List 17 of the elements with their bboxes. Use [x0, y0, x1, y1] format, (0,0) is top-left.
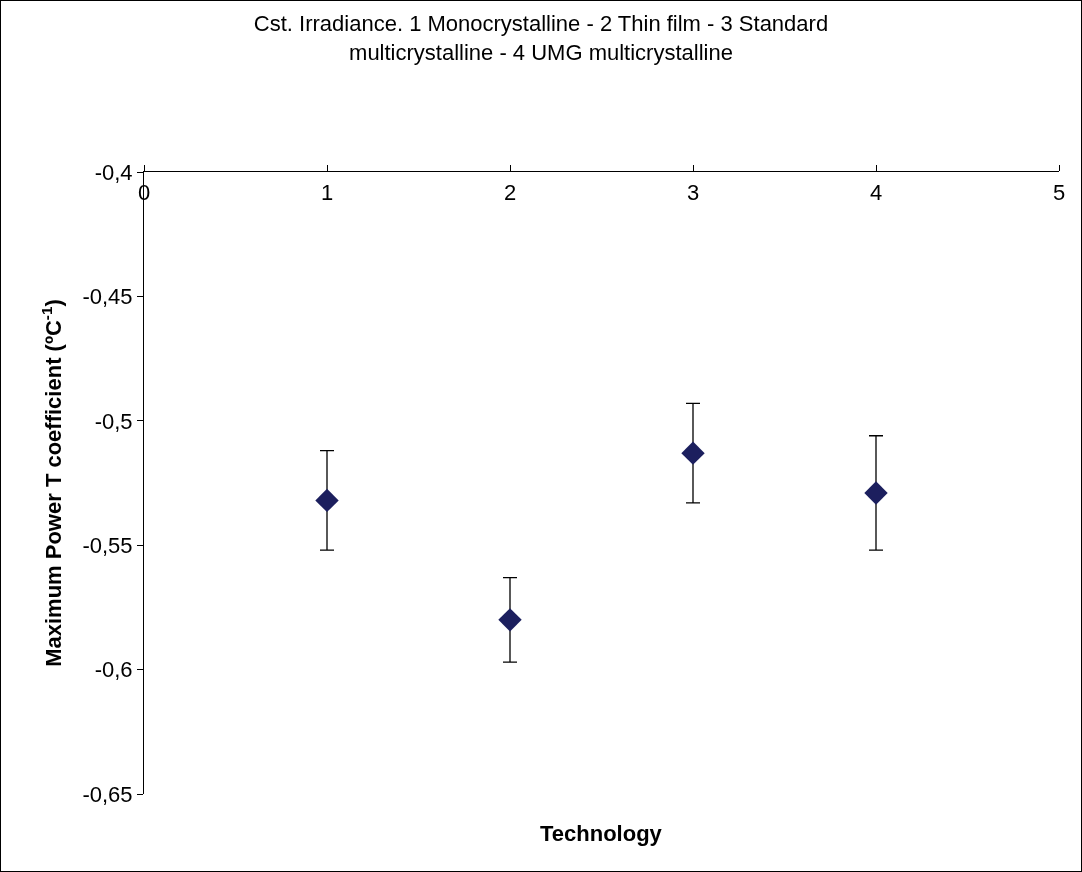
y-tick-label: -0,45	[82, 284, 133, 310]
x-axis-title: Technology	[540, 821, 663, 846]
x-tick-label: 4	[870, 180, 883, 205]
x-tick-label: 3	[687, 180, 700, 205]
point	[315, 488, 339, 513]
x-tick-label: 2	[504, 180, 517, 205]
chart-title: Cst. Irradiance. 1 Monocrystalline - 2 Thin film - 3 Standard multicrystalline - 4 UMG multicrystalline	[253, 11, 829, 66]
point	[681, 441, 705, 465]
x-tick-label: 5	[1053, 180, 1066, 205]
point	[498, 608, 522, 632]
y-tick-label: -0,4	[94, 159, 133, 185]
y-tick-label: -0,6	[94, 657, 133, 683]
point	[864, 481, 888, 505]
x-tick-label: 1	[321, 180, 334, 205]
y-tick-label: -0,65	[82, 781, 133, 807]
y-tick-label: -0,55	[82, 532, 133, 558]
y-tick-label: -0,5	[94, 408, 133, 434]
